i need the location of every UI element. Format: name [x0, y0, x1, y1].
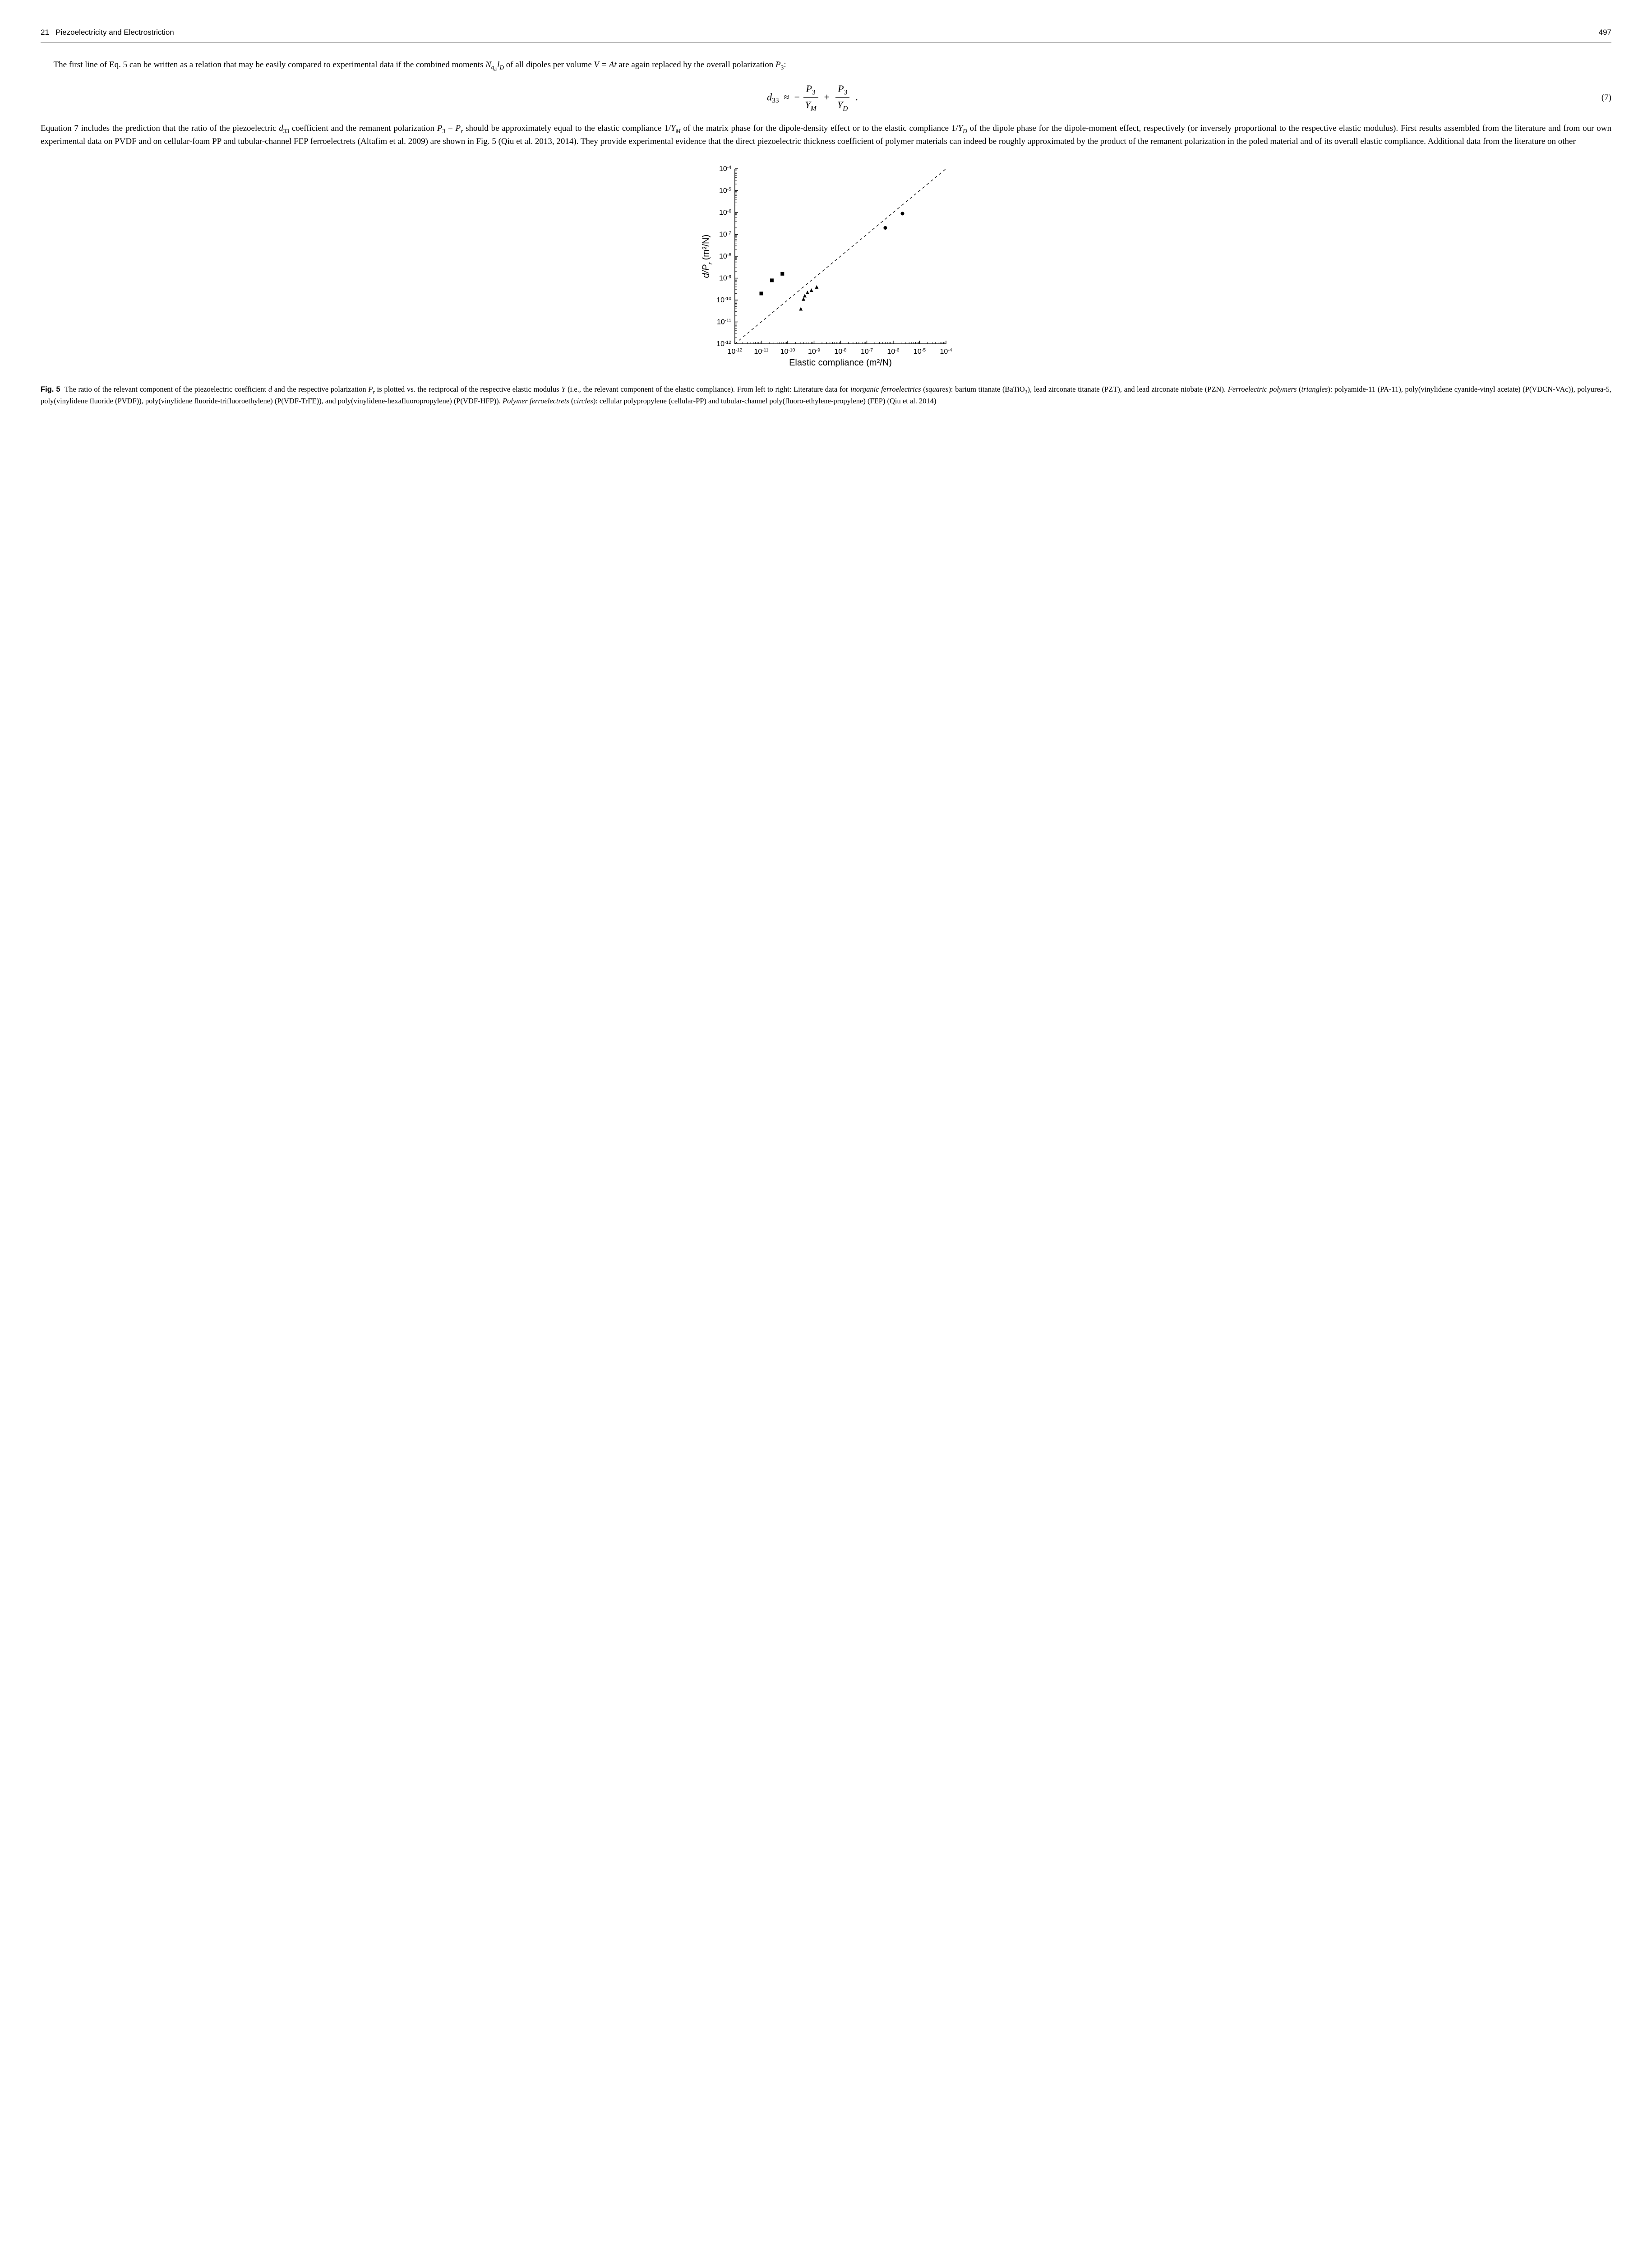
sym-1YD: 1/YD	[951, 124, 967, 133]
cap-t4: (i.e., the relevant component of the ela…	[565, 385, 850, 393]
header-left: 21 Piezoelectricity and Electrostriction	[41, 27, 174, 38]
svg-text:Elastic compliance (m²/N): Elastic compliance (m²/N)	[789, 358, 892, 368]
sym-P3: P	[775, 60, 781, 69]
p2-text-c: should be approximately equal to the ela…	[463, 124, 664, 133]
p1-text-a: The first line of Eq. 5 can be written a…	[54, 60, 486, 69]
svg-text:10-7: 10-7	[861, 347, 873, 356]
cap-t9: Ferroelectric polymers	[1228, 385, 1297, 393]
paragraph-2: Equation 7 includes the prediction that …	[41, 122, 1611, 148]
equation-7: d33 ≈ − P3YM + P3YD . (7)	[41, 82, 1611, 114]
p2-text-d: of the matrix phase for the dipole-densi…	[681, 124, 951, 133]
sym-d33: d	[279, 124, 283, 133]
page-number: 497	[1599, 27, 1611, 38]
svg-text:10-5: 10-5	[914, 347, 926, 356]
cap-t5: inorganic ferroelectrics	[850, 385, 921, 393]
svg-text:d/Pr (m²/N): d/Pr (m²/N)	[701, 234, 714, 278]
svg-text:10-11: 10-11	[717, 318, 731, 326]
p1-text-b: of all dipoles per volume	[504, 60, 594, 69]
p1-text-d: :	[784, 60, 786, 69]
cap-sym-Pr: Pr	[368, 385, 375, 393]
cap-t2: and the respective polarization	[272, 385, 368, 393]
svg-text:10-8: 10-8	[719, 252, 731, 260]
cap-t14: (	[569, 397, 574, 405]
sym-1YM: 1/YM	[664, 124, 680, 133]
figure-5-chart: 10-12 10-11 10-10 10-9 10-8 10-7 10-6 10-5 10-4 1…	[700, 164, 952, 372]
svg-text:10-8: 10-8	[834, 347, 846, 356]
figure-5: 10-12 10-11 10-10 10-9 10-8 10-7 10-6 10-5 10-4 1…	[41, 164, 1611, 376]
cap-t1: The ratio of the relevant component of t…	[65, 385, 268, 393]
svg-text:10-9: 10-9	[719, 274, 731, 282]
svg-text:10-6: 10-6	[887, 347, 899, 356]
svg-text:10-10: 10-10	[780, 347, 795, 356]
sym-V-At: V = At	[594, 60, 617, 69]
cap-sym-d: d	[268, 385, 272, 393]
svg-text:10-12: 10-12	[728, 347, 743, 356]
svg-text:10-7: 10-7	[719, 231, 731, 239]
running-header: 21 Piezoelectricity and Electrostriction…	[41, 27, 1611, 38]
chapter-number: 21	[41, 28, 49, 37]
cap-t7: squares	[926, 385, 949, 393]
svg-text:10-9: 10-9	[808, 347, 820, 356]
equation-7-body: d33 ≈ − P3YM + P3YD .	[41, 82, 1584, 114]
cap-t15: circles	[573, 397, 593, 405]
cap-t6: (	[921, 385, 925, 393]
chapter-title: Piezoelectricity and Electrostriction	[55, 28, 174, 37]
paragraph-1: The first line of Eq. 5 can be written a…	[41, 59, 1611, 74]
figure-5-caption: Fig. 5 The ratio of the relevant compone…	[41, 384, 1611, 406]
svg-text:10-11: 10-11	[754, 347, 768, 356]
svg-text:10-10: 10-10	[716, 296, 731, 304]
svg-text:10-4: 10-4	[940, 347, 952, 356]
equation-7-number: (7)	[1584, 92, 1611, 104]
svg-text:10-12: 10-12	[716, 340, 731, 348]
p2-text-a: Equation 7 includes the prediction that …	[41, 124, 279, 133]
sym-P3Pr: P	[437, 124, 443, 133]
cap-t3: is plotted vs. the reciprocal of the res…	[375, 385, 561, 393]
figure-label: Fig. 5	[41, 385, 60, 393]
cap-t13: Polymer ferroelectrets	[503, 397, 569, 405]
p1-text-c: are again replaced by the overall polari…	[617, 60, 775, 69]
cap-t11: triangles	[1301, 385, 1328, 393]
sym-Nqd-lD: NqDlD	[485, 60, 504, 69]
cap-t16: ): cellular polypropylene (cellular-PP) …	[593, 397, 937, 405]
cap-t8: ): barium titanate (BaTiO₃), lead zircon…	[948, 385, 1227, 393]
svg-text:10-6: 10-6	[719, 208, 731, 217]
p2-text-b: coefficient and the remanent polarizatio…	[289, 124, 437, 133]
cap-t10: (	[1297, 385, 1301, 393]
svg-text:10-5: 10-5	[719, 187, 731, 195]
svg-text:10-4: 10-4	[719, 165, 731, 173]
